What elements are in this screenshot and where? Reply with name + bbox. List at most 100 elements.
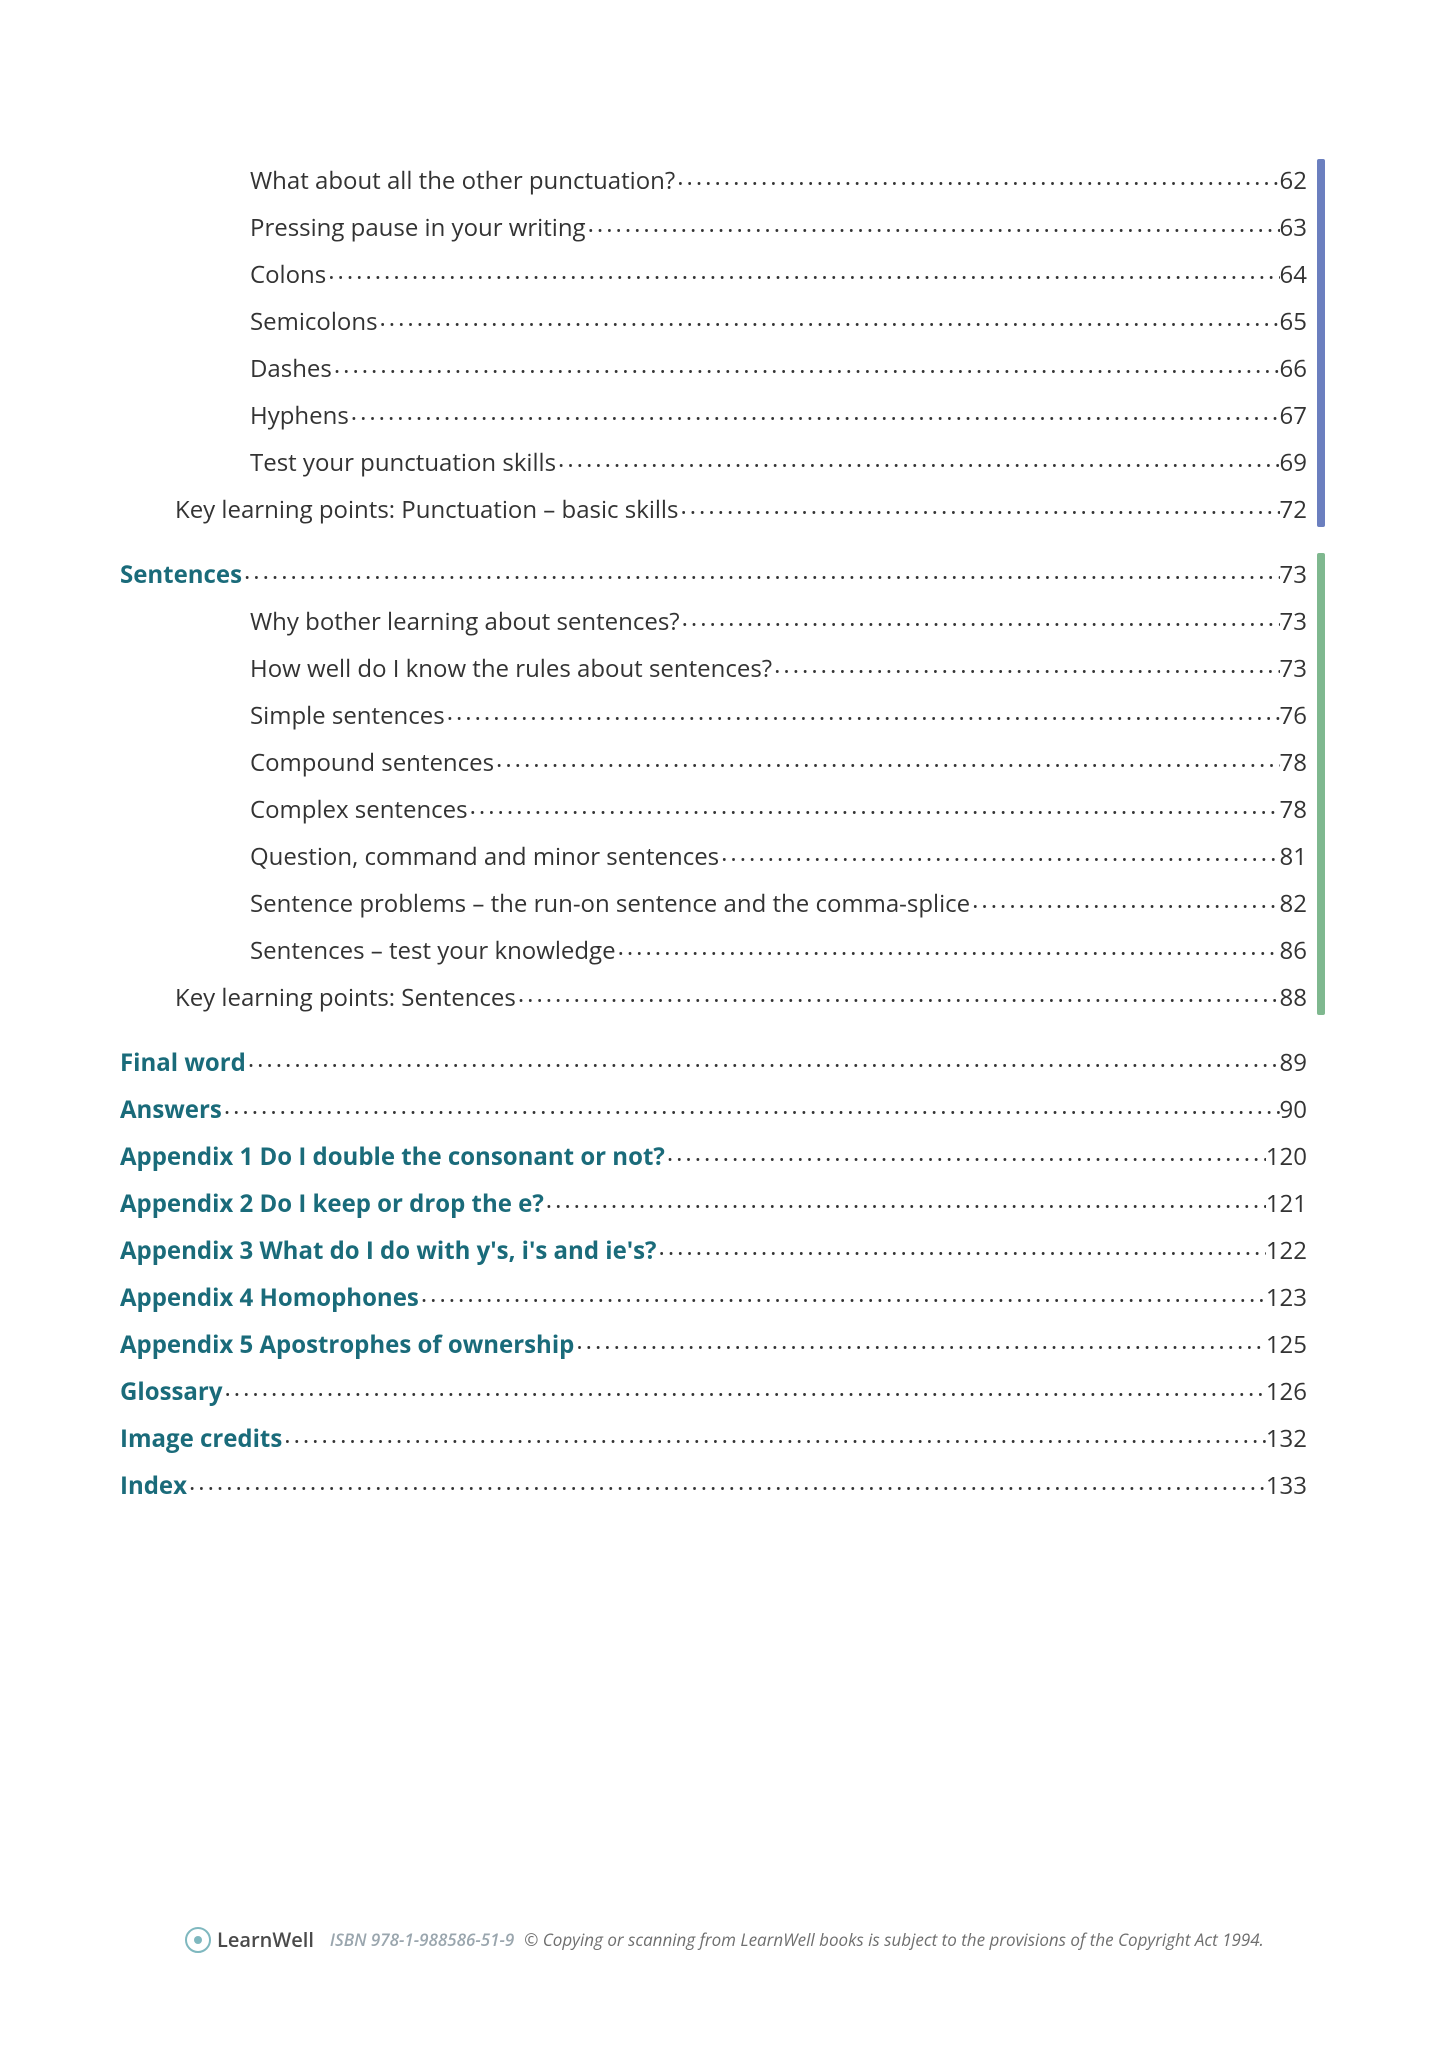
brand-name: LearnWell [217, 1926, 314, 1953]
toc-leader [248, 1047, 1280, 1071]
toc-leader [588, 212, 1280, 236]
brand-logo: LearnWell [185, 1926, 314, 1953]
page: What about all the other punctuation? 62… [0, 0, 1445, 2049]
section-bar-blue [1317, 159, 1325, 527]
toc-label: Sentence problems – the run-on sentence … [250, 892, 972, 916]
toc-leader [518, 982, 1280, 1006]
toc-group-sentences: Sentences 73 Why bother learning about s… [120, 549, 1325, 1019]
toc-page: 90 [1280, 1098, 1307, 1122]
page-footer: LearnWell ISBN 978-1-988586-51-9 © Copyi… [185, 1926, 1325, 1953]
toc-entry: Test your punctuation skills 69 [120, 437, 1307, 484]
toc-leader [189, 1470, 1266, 1494]
toc-group-rest: Final word 89 Answers 90 Appendix 1 Do I… [120, 1037, 1325, 1507]
toc-page: 120 [1266, 1145, 1307, 1169]
toc-entry: Question, command and minor sentences 81 [120, 831, 1307, 878]
toc-entry: Semicolons 65 [120, 296, 1307, 343]
toc-leader [351, 400, 1280, 424]
toc-page: 67 [1280, 404, 1307, 428]
toc-leader [659, 1235, 1266, 1259]
toc-leader [224, 1376, 1265, 1400]
section-bar-green [1317, 553, 1325, 1015]
toc-page: 64 [1280, 263, 1307, 287]
toc-entry: Why bother learning about sentences? 73 [120, 596, 1307, 643]
toc-label: Image credits [120, 1427, 284, 1451]
toc-leader [682, 606, 1280, 630]
toc-leader [334, 353, 1280, 377]
toc-label: Sentences [120, 563, 244, 587]
toc-label: Question, command and minor sentences [250, 845, 721, 869]
toc-heading: Appendix 4 Homophones 123 [120, 1272, 1307, 1319]
toc-heading: Final word 89 [120, 1037, 1307, 1084]
footer-copyright: © Copying or scanning from LearnWell boo… [524, 1928, 1264, 1951]
toc-page: 125 [1266, 1333, 1307, 1357]
toc-leader [284, 1423, 1266, 1447]
toc-entry: Sentences – test your knowledge 86 [120, 925, 1307, 972]
toc-page: 73 [1280, 610, 1307, 634]
toc-entry: How well do I know the rules about sente… [120, 643, 1307, 690]
toc-label: Appendix 2 Do I keep or drop the e? [120, 1192, 546, 1216]
toc-page: 63 [1280, 216, 1307, 240]
toc-leader [680, 494, 1279, 518]
toc-page: 65 [1280, 310, 1307, 334]
toc-label: Simple sentences [250, 704, 447, 728]
toc-label: How well do I know the rules about sente… [250, 657, 774, 681]
toc-group-punctuation: What about all the other punctuation? 62… [120, 155, 1325, 531]
toc-page: 66 [1280, 357, 1307, 381]
toc-entry: Complex sentences 78 [120, 784, 1307, 831]
toc-page: 78 [1280, 798, 1307, 822]
toc-label: What about all the other punctuation? [250, 169, 677, 193]
toc-entry: Hyphens 67 [120, 390, 1307, 437]
toc-heading: Appendix 1 Do I double the consonant or … [120, 1131, 1307, 1178]
toc-entry: Simple sentences 76 [120, 690, 1307, 737]
toc-entry: Compound sentences 78 [120, 737, 1307, 784]
toc-page: 122 [1266, 1239, 1307, 1263]
footer-isbn: ISBN 978-1-988586-51-9 [330, 1928, 514, 1951]
toc-label: Pressing pause in your writing [250, 216, 588, 240]
toc-page: 123 [1266, 1286, 1307, 1310]
toc-label: Glossary [120, 1380, 224, 1404]
toc-leader [721, 841, 1279, 865]
toc-label: Answers [120, 1098, 224, 1122]
toc-page: 72 [1280, 498, 1307, 522]
toc-label: Dashes [250, 357, 334, 381]
toc-label: Key learning points: Punctuation – basic… [175, 498, 680, 522]
toc-label: Hyphens [250, 404, 351, 428]
toc-label: Sentences – test your knowledge [250, 939, 618, 963]
toc-label: Test your punctuation skills [250, 451, 558, 475]
toc-page: 133 [1266, 1474, 1307, 1498]
toc-label: Compound sentences [250, 751, 496, 775]
toc-page: 78 [1280, 751, 1307, 775]
toc-heading: Glossary 126 [120, 1366, 1307, 1413]
toc-page: 132 [1266, 1427, 1307, 1451]
toc-leader [224, 1094, 1280, 1118]
toc-leader [667, 1141, 1266, 1165]
toc-label: Key learning points: Sentences [175, 986, 518, 1010]
toc-page: 86 [1280, 939, 1307, 963]
toc-entry: Pressing pause in your writing 63 [120, 202, 1307, 249]
toc-page: 76 [1280, 704, 1307, 728]
toc-page: 62 [1280, 169, 1307, 193]
toc-entry: What about all the other punctuation? 62 [120, 155, 1307, 202]
toc-heading-sentences: Sentences 73 [120, 549, 1307, 596]
toc-leader [244, 559, 1280, 583]
toc-heading: Answers 90 [120, 1084, 1307, 1131]
toc-label: Colons [250, 263, 328, 287]
toc-leader [328, 259, 1279, 283]
toc-entry: Dashes 66 [120, 343, 1307, 390]
toc-heading: Appendix 3 What do I do with y's, i's an… [120, 1225, 1307, 1272]
toc-heading: Appendix 5 Apostrophes of ownership 125 [120, 1319, 1307, 1366]
toc-page: 81 [1280, 845, 1307, 869]
toc-leader [576, 1329, 1265, 1353]
toc-page: 73 [1280, 563, 1307, 587]
toc-leader [421, 1282, 1266, 1306]
toc-page: 89 [1280, 1051, 1307, 1075]
toc-label: Index [120, 1474, 189, 1498]
toc-page: 121 [1266, 1192, 1307, 1216]
toc-label: Appendix 3 What do I do with y's, i's an… [120, 1239, 659, 1263]
toc-entry: Sentence problems – the run-on sentence … [120, 878, 1307, 925]
toc-heading: Index 133 [120, 1460, 1307, 1507]
toc-label: Appendix 4 Homophones [120, 1286, 421, 1310]
toc-entry: Colons 64 [120, 249, 1307, 296]
toc-leader [618, 935, 1280, 959]
brand-logo-icon [185, 1927, 211, 1953]
